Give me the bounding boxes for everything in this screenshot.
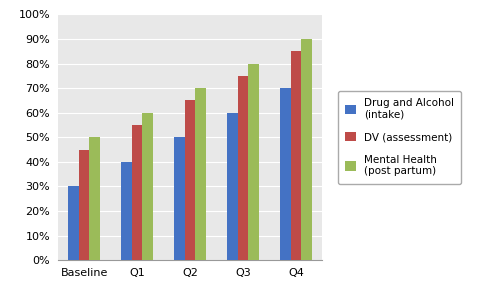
Bar <box>290 51 300 260</box>
Bar <box>89 137 100 260</box>
Bar <box>195 88 205 260</box>
Bar <box>68 186 79 260</box>
Bar <box>121 162 132 260</box>
Bar <box>279 88 290 260</box>
Bar <box>237 76 248 260</box>
Bar <box>184 100 195 260</box>
Bar <box>142 113 153 260</box>
Legend: Drug and Alcohol
(intake), DV (assessment), Mental Health
(post partum): Drug and Alcohol (intake), DV (assessmen… <box>337 91 460 184</box>
Bar <box>132 125 142 260</box>
Bar <box>174 137 184 260</box>
Bar <box>248 64 258 260</box>
Bar <box>79 150 89 260</box>
Bar <box>227 113 237 260</box>
Bar <box>300 39 311 260</box>
